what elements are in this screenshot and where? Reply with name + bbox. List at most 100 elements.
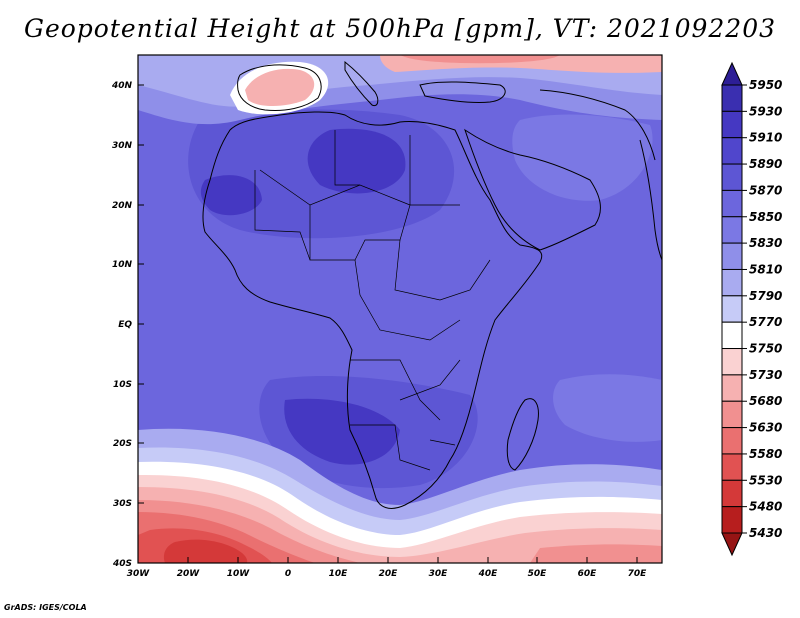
colorbar-label: 5830: [749, 236, 782, 250]
field-high-core-west: [200, 175, 262, 216]
lat-label: 40S: [112, 559, 132, 569]
persia-coast: [539, 89, 656, 161]
coastlines: [202, 60, 662, 509]
lat-tick: 20S: [113, 439, 144, 449]
iberia-coast: [237, 64, 322, 111]
lon-tick: 20W: [177, 557, 201, 579]
colorbar-label: 5890: [749, 157, 782, 171]
lon-label: 40E: [478, 569, 499, 579]
colorbar-label: 5870: [749, 183, 782, 197]
border: [309, 204, 411, 261]
africa-coastline: [202, 111, 543, 509]
lat-label: 20N: [112, 201, 133, 211]
lat-tick: 30N: [112, 141, 144, 151]
colorbar-band: [721, 84, 743, 112]
lon-tick: 10E: [329, 557, 349, 579]
border: [254, 170, 311, 261]
plot-frame: [137, 54, 663, 564]
lon-tick: 40E: [478, 557, 499, 579]
colorbar-label: 5750: [749, 342, 782, 356]
lon-tick: 50E: [528, 557, 548, 579]
lat-label: 10N: [112, 260, 133, 270]
colorbar-band: [721, 216, 743, 244]
lat-label: 10S: [113, 380, 132, 390]
border: [354, 259, 461, 341]
colorbar-label: 5930: [749, 104, 782, 118]
colorbar-band: [721, 506, 743, 534]
credit-label: GrADS: IGES/COLA: [4, 603, 87, 612]
lat-tick: 40N: [111, 81, 144, 91]
field-high-core-north: [307, 128, 406, 194]
lat-tick: 40S: [112, 559, 132, 569]
colorbar-label: 5530: [749, 473, 782, 487]
colorbar-band: [721, 137, 743, 165]
border: [334, 130, 360, 186]
border: [350, 359, 441, 421]
colorbar-band: [721, 348, 743, 376]
colorbar-label: 5730: [749, 368, 782, 382]
lon-label: 30W: [127, 569, 151, 579]
colorbar-bottom-arrow: [721, 532, 743, 557]
lat-label: 40N: [111, 81, 133, 91]
colorbar-band: [721, 453, 743, 481]
lon-label: 10E: [329, 569, 349, 579]
colorbar-band: [721, 321, 743, 350]
border: [350, 424, 431, 471]
lat-tick: 10S: [113, 380, 144, 390]
lon-tick: 10W: [227, 557, 250, 579]
lon-tick: 30E: [429, 557, 449, 579]
anatolia-coast: [419, 81, 506, 104]
lon-label: 50E: [528, 569, 548, 579]
colorbar-label: 5680: [749, 394, 782, 408]
lat-tick: EQ: [118, 320, 144, 330]
colorbar-band: [721, 400, 743, 429]
colorbar-band: [721, 110, 743, 139]
colorbar-label: 5430: [749, 526, 782, 540]
lon-label: 20W: [177, 569, 201, 579]
colorbar-label: 5480: [749, 500, 782, 514]
colorbar-band: [721, 242, 743, 270]
border: [394, 239, 491, 301]
colorbar-band: [721, 295, 743, 323]
colorbar: 5950 5930 5910 5890 5870 5850 5830 5810 5790 5770…: [721, 61, 782, 557]
field-indian-ocean-light: [553, 374, 662, 442]
colorbar-label: 5790: [749, 289, 782, 303]
lat-label: 30N: [112, 141, 133, 151]
map-title: Geopotential Height at 500hPa [gpm], VT:…: [23, 14, 777, 43]
colorbar-band: [721, 268, 743, 297]
longitude-axis: 30W 20W 10W 0 10E 20E 30E 40E 50E 60E 70…: [127, 557, 647, 579]
field-arabia-light: [512, 114, 653, 201]
field-balkans-red: [400, 55, 560, 64]
height-field: [138, 55, 662, 563]
lon-label: 70E: [628, 569, 648, 579]
colorbar-label: 5770: [749, 315, 782, 329]
border: [399, 359, 461, 401]
field-iberia-pink: [245, 68, 315, 106]
colorbar-top-arrow: [721, 61, 743, 86]
colorbar-label: 5630: [749, 421, 782, 435]
lon-label: 0: [285, 569, 291, 579]
lat-tick: 30S: [113, 499, 144, 509]
lon-label: 60E: [578, 569, 598, 579]
colorbar-band: [721, 189, 743, 218]
field-low-core: [163, 539, 248, 563]
italy-coast: [344, 60, 379, 107]
colorbar-band: [721, 427, 743, 455]
lon-tick: 70E: [628, 557, 648, 579]
field-high-core-south: [284, 398, 400, 465]
colorbar-label: 5910: [749, 131, 782, 145]
border: [429, 439, 456, 446]
lon-label: 30E: [429, 569, 449, 579]
border: [259, 169, 411, 206]
lat-tick: 20N: [112, 201, 144, 211]
lat-label: 20S: [113, 439, 132, 449]
country-borders: [254, 130, 491, 471]
latitude-axis: 40N 30N 20N 10N EQ 10S 20S 30S 40S: [111, 81, 144, 569]
arabian-peninsula: [464, 128, 601, 251]
colorbar-band: [721, 479, 743, 508]
colorbar-band: [721, 374, 743, 402]
india-coast: [639, 139, 662, 261]
lon-tick: 0: [285, 557, 291, 579]
lon-label: 20E: [379, 569, 399, 579]
